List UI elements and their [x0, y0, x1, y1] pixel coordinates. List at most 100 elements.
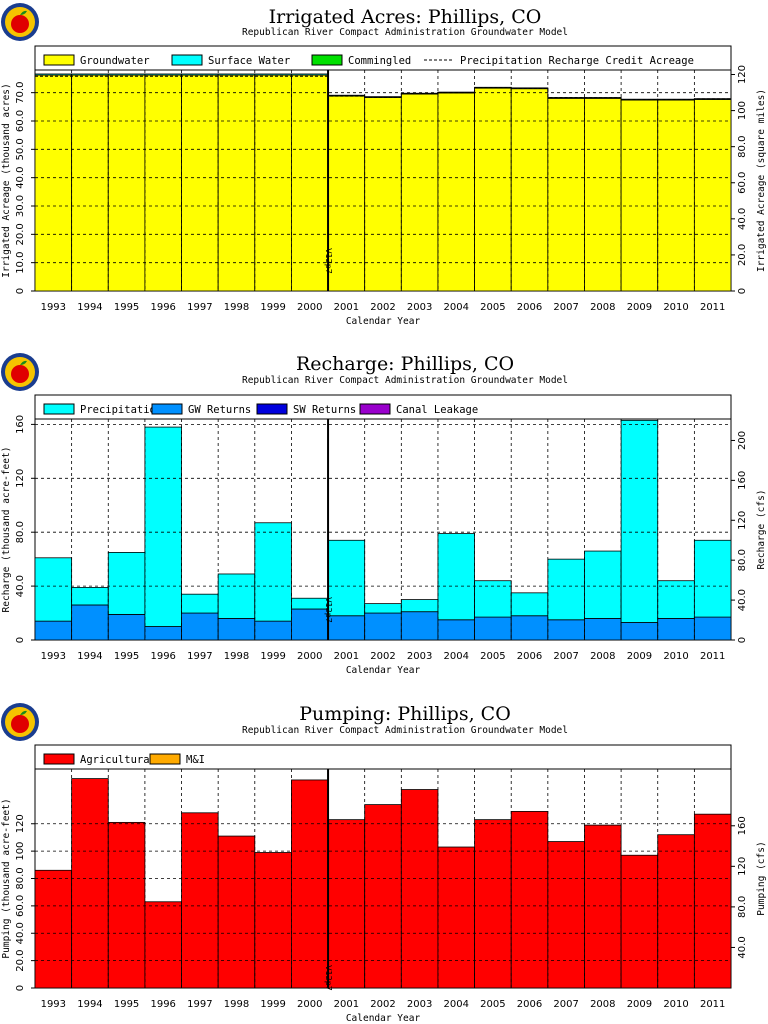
x-tick-label: 1995	[114, 999, 139, 1010]
y-tick-label: 30.0	[15, 195, 26, 217]
bar-segment	[107, 821, 146, 989]
bar-segment	[584, 97, 622, 292]
legend-entry: Surface Water	[208, 55, 290, 67]
bar-segment	[217, 573, 256, 619]
logo-leaf	[20, 10, 27, 15]
bar-segment	[474, 819, 512, 989]
x-tick-label: 1994	[77, 651, 102, 662]
bar-segment	[657, 580, 695, 619]
chart-subtitle: Republican River Compact Administration …	[242, 27, 568, 38]
x-tick-label: 1996	[150, 999, 175, 1010]
x-tick-label: 2002	[370, 651, 395, 662]
bar-segment	[437, 533, 475, 621]
bar-segment	[474, 580, 512, 618]
bar-segment	[510, 615, 549, 641]
chart-title: Pumping: Phillips, CO	[299, 703, 511, 725]
y-right-tick-label: 80.0	[737, 896, 748, 918]
bar-segment	[144, 901, 182, 989]
bar-segment	[474, 87, 512, 292]
bar-segment	[584, 824, 622, 989]
x-tick-label: 2007	[553, 999, 578, 1010]
chart-title: Recharge: Phillips, CO	[296, 353, 514, 375]
annotation-label: V12p7	[324, 965, 333, 991]
bar-segment	[254, 74, 292, 292]
x-tick-label: 1999	[260, 302, 285, 313]
x-tick-label: 1997	[187, 651, 212, 662]
bar-segment	[620, 622, 659, 641]
bar-segment	[693, 813, 732, 989]
legend-swatch	[171, 54, 203, 66]
x-tick-label: 2004	[444, 999, 469, 1010]
y-right-tick-label: 120	[737, 511, 748, 530]
legend-entry: Precipitation	[80, 404, 162, 416]
x-tick-label: 2001	[334, 999, 359, 1010]
y-right-tick-label: 100	[737, 101, 748, 120]
x-tick-label: 2005	[480, 651, 505, 662]
logo-leaf	[20, 710, 27, 715]
bar-segment	[181, 593, 219, 614]
legend-swatch	[43, 753, 75, 765]
bar-segment	[437, 92, 475, 292]
x-tick-label: 1999	[260, 999, 285, 1010]
bar-segment	[71, 73, 109, 76]
bar-segment	[71, 778, 109, 989]
legend: Groundwater Surface Water Commingled Precip…	[35, 54, 731, 71]
x-tick-label: 2006	[517, 651, 542, 662]
bar-segment	[71, 74, 109, 292]
y-right-tick-label: 40.0	[737, 589, 748, 611]
y-tick-label: 80.0	[15, 521, 26, 543]
legend-swatch	[311, 54, 343, 66]
y-tick-label: 100	[15, 842, 26, 861]
x-tick-label: 2008	[590, 999, 615, 1010]
x-tick-label: 1998	[224, 302, 249, 313]
y-axis-label: Pumping (thousand acre-feet)	[1, 798, 12, 958]
bar-segment	[474, 616, 512, 641]
legend-swatch	[43, 54, 75, 66]
x-tick-label: 2010	[663, 302, 688, 313]
y-right-tick-label: 20.0	[737, 244, 748, 266]
y-tick-label: 70.0	[15, 82, 26, 104]
bar-segment	[620, 99, 659, 292]
bar-segment	[364, 603, 402, 614]
x-axis-label: Calendar Year	[346, 1013, 421, 1024]
bar-segment	[181, 73, 219, 76]
x-tick-label: 2000	[297, 651, 322, 662]
y-right-tick-label: 0	[737, 288, 748, 294]
x-axis-label: Calendar Year	[346, 316, 421, 327]
x-tick-label: 2011	[700, 302, 725, 313]
y-right-tick-label: 40.0	[737, 936, 748, 958]
bar-segment	[181, 612, 219, 641]
x-tick-label: 2002	[370, 302, 395, 313]
x-tick-label: 1995	[114, 302, 139, 313]
legend-entry: Agricultural	[80, 754, 156, 766]
y-right-tick-label: 120	[737, 857, 748, 876]
legend-entry: M&I	[186, 754, 205, 766]
bar-segment	[547, 841, 585, 989]
bar-segment	[254, 522, 292, 622]
bar-segment	[34, 73, 73, 76]
x-tick-label: 2006	[517, 999, 542, 1010]
x-tick-label: 2010	[663, 999, 688, 1010]
y-axis-label: Recharge (thousand acre-feet)	[1, 447, 12, 613]
legend-entry: SW Returns	[293, 404, 356, 416]
x-tick-label: 2005	[480, 999, 505, 1010]
x-tick-label: 2006	[517, 302, 542, 313]
bar-segment	[291, 779, 329, 989]
x-tick-label: 1997	[187, 999, 212, 1010]
bar-segment	[291, 74, 329, 292]
bar-segment	[254, 620, 292, 641]
x-tick-label: 2001	[334, 302, 359, 313]
y-tick-label: 160	[15, 415, 26, 434]
bar-segment	[364, 612, 402, 641]
y-tick-label: 20.0	[15, 949, 26, 971]
x-tick-label: 2007	[553, 302, 578, 313]
y-right-tick-label: 80.0	[737, 549, 748, 571]
bar-segment	[584, 550, 622, 619]
chart-panel-1: Irrigated Acres: Phillips, CORepublican …	[1, 3, 767, 327]
chart-subtitle: Republican River Compact Administration …	[242, 725, 568, 736]
bar-segment	[217, 835, 256, 989]
y-tick-label: 50.0	[15, 138, 26, 160]
annotation-label: V12p7	[324, 597, 333, 623]
x-tick-label: 1993	[41, 999, 66, 1010]
